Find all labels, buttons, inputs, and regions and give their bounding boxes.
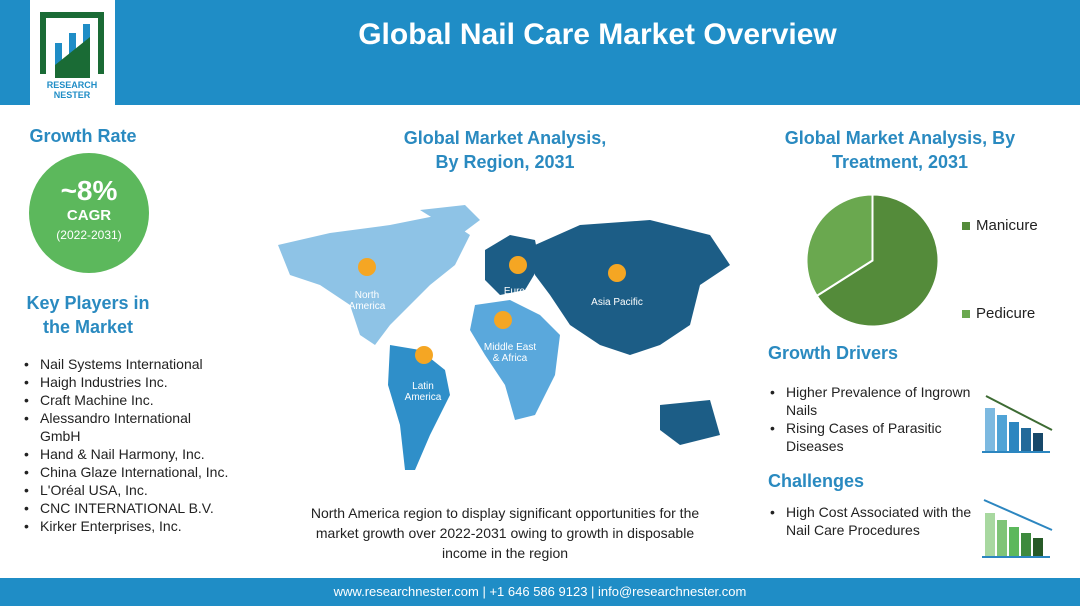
list-item: Craft Machine Inc. [22, 391, 232, 409]
drivers-list: Higher Prevalence of Ingrown Nails Risin… [768, 383, 988, 455]
treatment-pie-chart [805, 193, 940, 328]
region-label-mea: Middle East & Africa [484, 342, 536, 364]
declining-bar-icon-blue [982, 395, 1053, 453]
world-map: North America Europe Asia Pacific Middle … [278, 205, 730, 470]
treatment-heading: Global Market Analysis, By Treatment, 20… [784, 128, 1016, 172]
cagr-value: ~8% [60, 175, 118, 206]
key-players-list: Nail Systems International Haigh Industr… [22, 355, 232, 535]
list-item: L'Oréal USA, Inc. [22, 481, 232, 499]
legend-swatch [962, 222, 970, 230]
region-label-europe: Europe [504, 286, 537, 297]
region-note: North America region to display signific… [310, 505, 700, 561]
pie-slice-manicure [815, 193, 940, 328]
region-label-latin-america: Latin America [405, 381, 442, 403]
list-item: CNC INTERNATIONAL B.V. [22, 499, 232, 517]
legend-pedicure: Pedicure [962, 305, 1035, 322]
list-item: Kirker Enterprises, Inc. [22, 517, 232, 535]
declining-bar-icon-green [982, 499, 1053, 558]
challenges-list: High Cost Associated with the Nail Care … [768, 503, 978, 539]
cagr-badge: ~8% CAGR (2022-2031) [29, 153, 149, 273]
list-item: Haigh Industries Inc. [22, 373, 232, 391]
page-title: Global Nail Care Market Overview [358, 18, 837, 51]
cagr-label: CAGR [66, 207, 112, 224]
cagr-period: (2022-2031) [56, 228, 122, 242]
list-item: Nail Systems International [22, 355, 232, 373]
region-label-north-america: North America [349, 290, 386, 312]
legend-swatch [962, 310, 970, 318]
legend-label: Manicure [976, 217, 1038, 234]
challenges-heading: Challenges [768, 471, 865, 491]
header: RESEARCH NESTER Global Nail Care Market … [0, 0, 1080, 105]
growth-drivers-heading: Growth Drivers [768, 343, 899, 363]
region-heading: Global Market Analysis, By Region, 2031 [403, 128, 607, 172]
list-item: High Cost Associated with the Nail Care … [768, 503, 978, 539]
list-item: China Glaze International, Inc. [22, 463, 232, 481]
list-item: Hand & Nail Harmony, Inc. [22, 445, 232, 463]
legend-manicure: Manicure [962, 217, 1038, 234]
svg-text:NESTER: NESTER [54, 90, 91, 100]
growth-rate-heading: Growth Rate [29, 126, 137, 146]
region-label-asia-pacific: Asia Pacific [591, 297, 643, 308]
list-item: Rising Cases of Parasitic Diseases [768, 419, 988, 455]
footer-contact: www.researchnester.com | +1 646 586 9123… [0, 578, 1080, 606]
legend-label: Pedicure [976, 305, 1036, 322]
list-item: Higher Prevalence of Ingrown Nails [768, 383, 988, 419]
list-item: Alessandro International GmbH [22, 409, 232, 445]
research-nester-logo: RESEARCH NESTER [30, 0, 115, 105]
pie-slice-pedicure [805, 193, 874, 298]
key-players-heading: Key Players in the Market [26, 293, 150, 337]
svg-text:RESEARCH: RESEARCH [47, 80, 98, 90]
